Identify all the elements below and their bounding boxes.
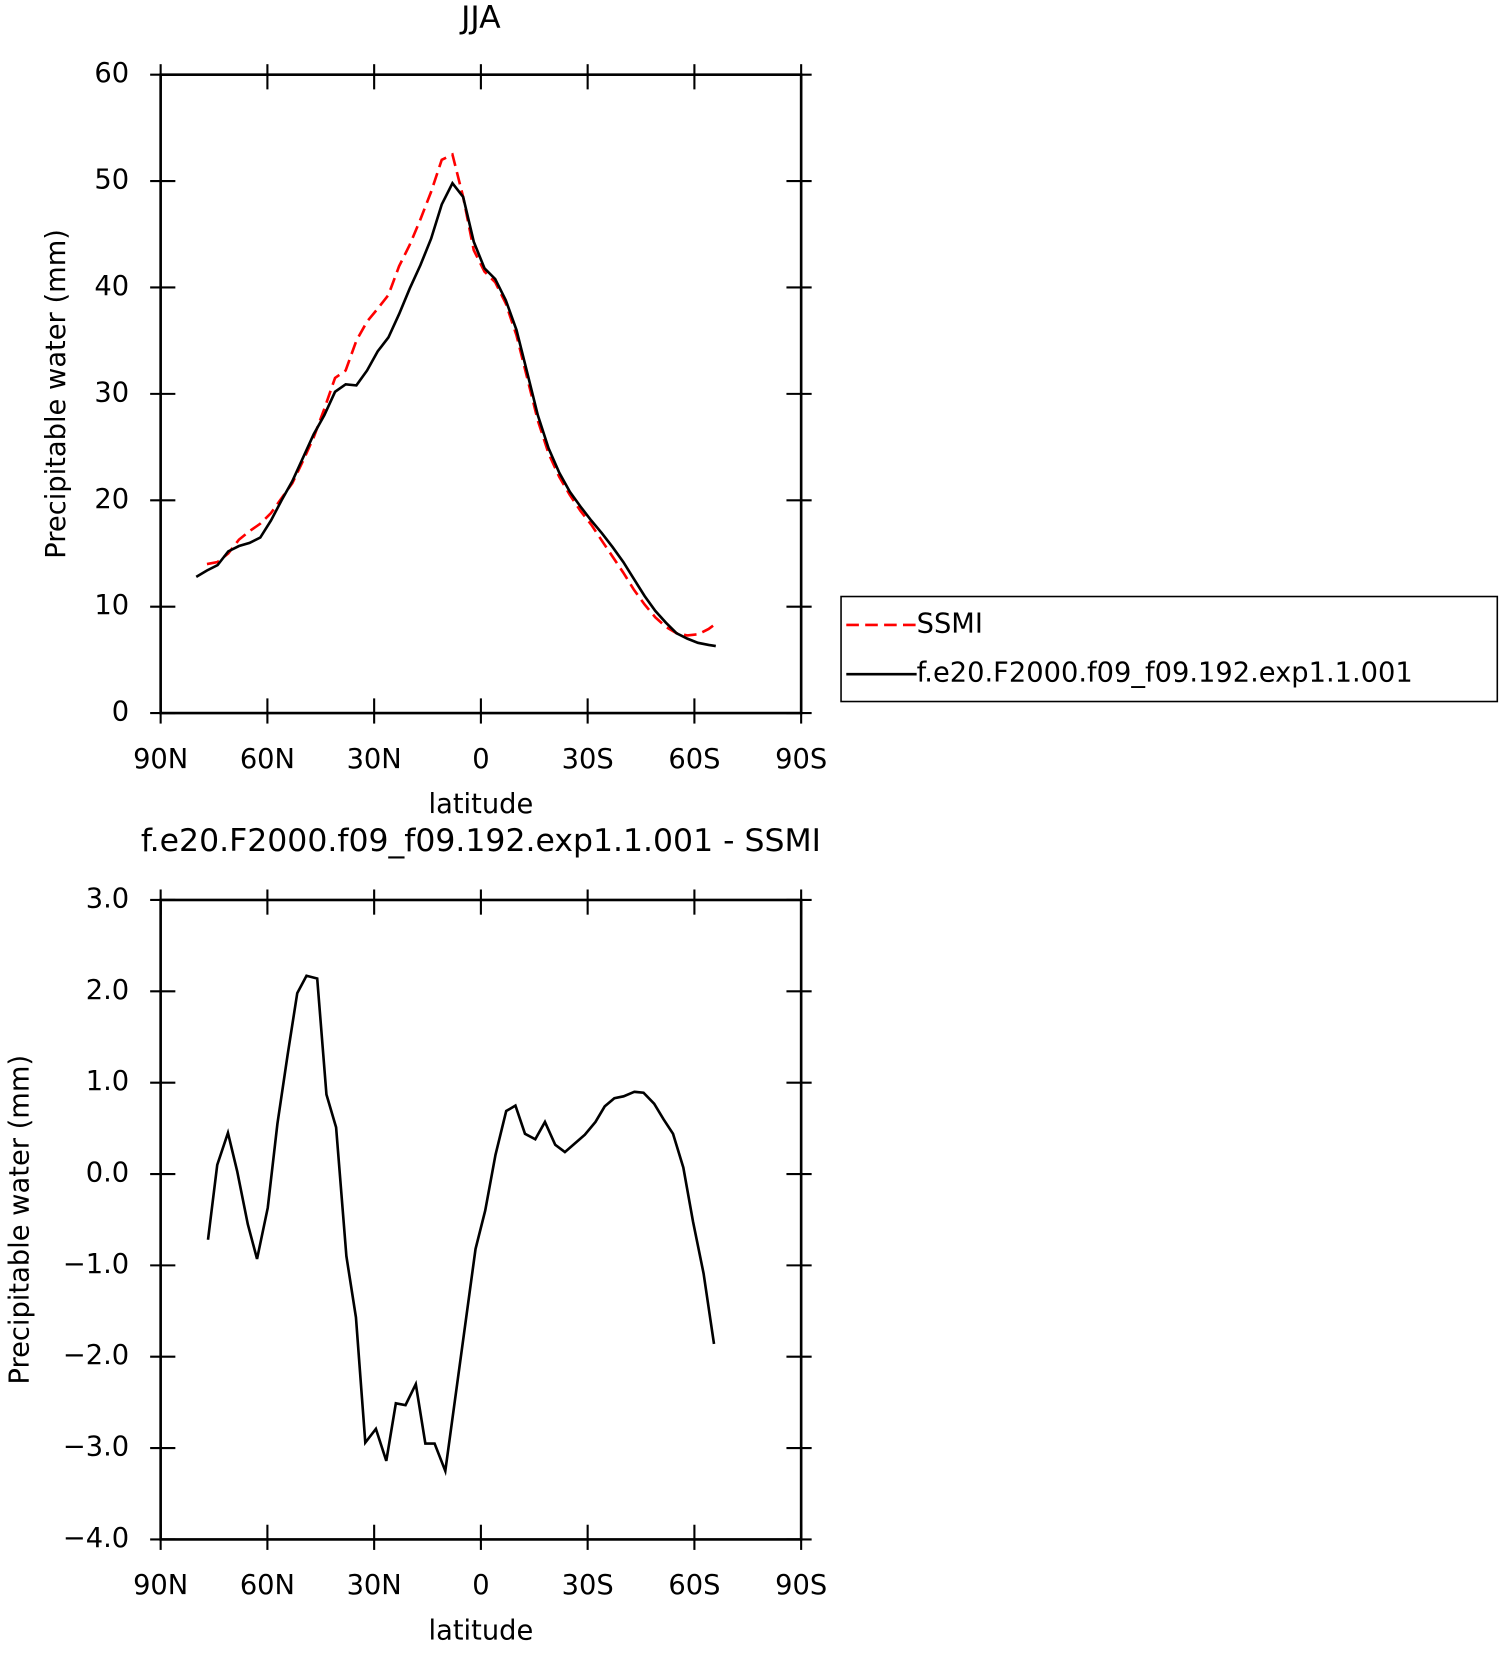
x-tick-label: 30S	[562, 744, 614, 775]
x-tick-label: 60S	[668, 1570, 720, 1601]
x-tick-label: 0	[472, 1570, 489, 1601]
plot-frame	[159, 73, 803, 715]
x-tick-label: 0	[472, 744, 489, 775]
y-tick-label: −2.0	[63, 1340, 129, 1371]
y-tick-label: 0.0	[86, 1158, 129, 1189]
y-tick-label: 0	[112, 697, 129, 728]
x-tick-label: 30S	[562, 1570, 614, 1601]
legend-label: f.e20.F2000.f09_f09.192.exp1.1.001	[917, 658, 1413, 689]
x-axis-label: latitude	[429, 1615, 534, 1646]
y-tick-label: 1.0	[86, 1066, 129, 1097]
y-tick-label: 3.0	[86, 883, 129, 914]
x-tick-label: 90N	[133, 1570, 188, 1601]
y-tick-label: −3.0	[63, 1432, 129, 1463]
x-axis-label: latitude	[429, 789, 534, 820]
plot-frame	[159, 898, 803, 1541]
y-tick-label: −4.0	[63, 1523, 129, 1554]
x-tick-label: 30N	[347, 744, 402, 775]
y-tick-label: −1.0	[63, 1249, 129, 1280]
legend-box	[840, 595, 1499, 703]
chart-title: f.e20.F2000.f09_f09.192.exp1.1.001 - SSM…	[141, 823, 821, 859]
y-tick-label: 10	[94, 590, 129, 621]
y-tick-label: 30	[94, 377, 129, 408]
x-tick-label: 60N	[240, 1570, 295, 1601]
legend-label: SSMI	[917, 608, 983, 639]
y-tick-label: 2.0	[86, 975, 129, 1006]
y-tick-label: 60	[94, 58, 129, 89]
data-line	[206, 152, 717, 637]
y-tick-label: 40	[94, 271, 129, 302]
x-tick-label: 60S	[668, 744, 720, 775]
y-axis-label: Precipitable water (mm)	[5, 1055, 36, 1385]
x-tick-label: 90N	[133, 744, 188, 775]
x-tick-label: 90S	[775, 1570, 827, 1601]
x-tick-label: 90S	[775, 744, 827, 775]
y-tick-label: 20	[94, 484, 129, 515]
data-line	[206, 974, 716, 1477]
x-tick-label: 30N	[347, 1570, 402, 1601]
x-tick-label: 60N	[240, 744, 295, 775]
y-tick-label: 50	[94, 165, 129, 196]
chart-title: JJA	[459, 0, 501, 36]
y-axis-label: Precipitable water (mm)	[41, 229, 72, 559]
data-line	[195, 180, 716, 648]
